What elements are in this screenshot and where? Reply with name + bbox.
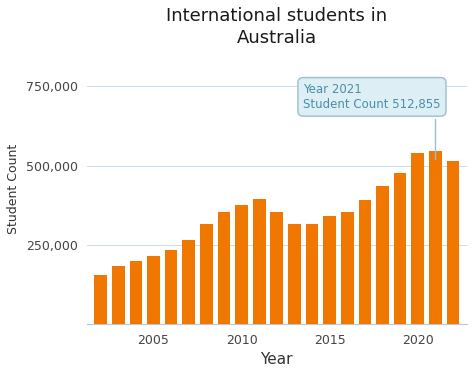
Bar	[394, 174, 406, 325]
Bar	[376, 186, 389, 325]
Title: International students in
Australia: International students in Australia	[166, 7, 387, 47]
Bar	[147, 256, 160, 325]
Bar	[358, 200, 371, 325]
Bar	[218, 212, 230, 325]
X-axis label: Year: Year	[261, 352, 293, 367]
Bar	[447, 162, 459, 325]
Bar	[200, 224, 213, 325]
Bar	[94, 275, 107, 325]
Text: Year 2021
Student Count 512,855: Year 2021 Student Count 512,855	[303, 83, 441, 159]
Bar	[165, 250, 177, 325]
Bar	[129, 261, 142, 325]
Bar	[341, 212, 354, 325]
Bar	[271, 212, 283, 325]
Bar	[323, 217, 336, 325]
Bar	[235, 205, 248, 325]
Y-axis label: Student Count: Student Count	[7, 144, 20, 234]
Bar	[288, 224, 301, 325]
Bar	[429, 151, 442, 325]
Bar	[411, 153, 424, 325]
Bar	[112, 266, 125, 325]
Bar	[306, 224, 319, 325]
Bar	[182, 240, 195, 325]
Bar	[253, 199, 265, 325]
